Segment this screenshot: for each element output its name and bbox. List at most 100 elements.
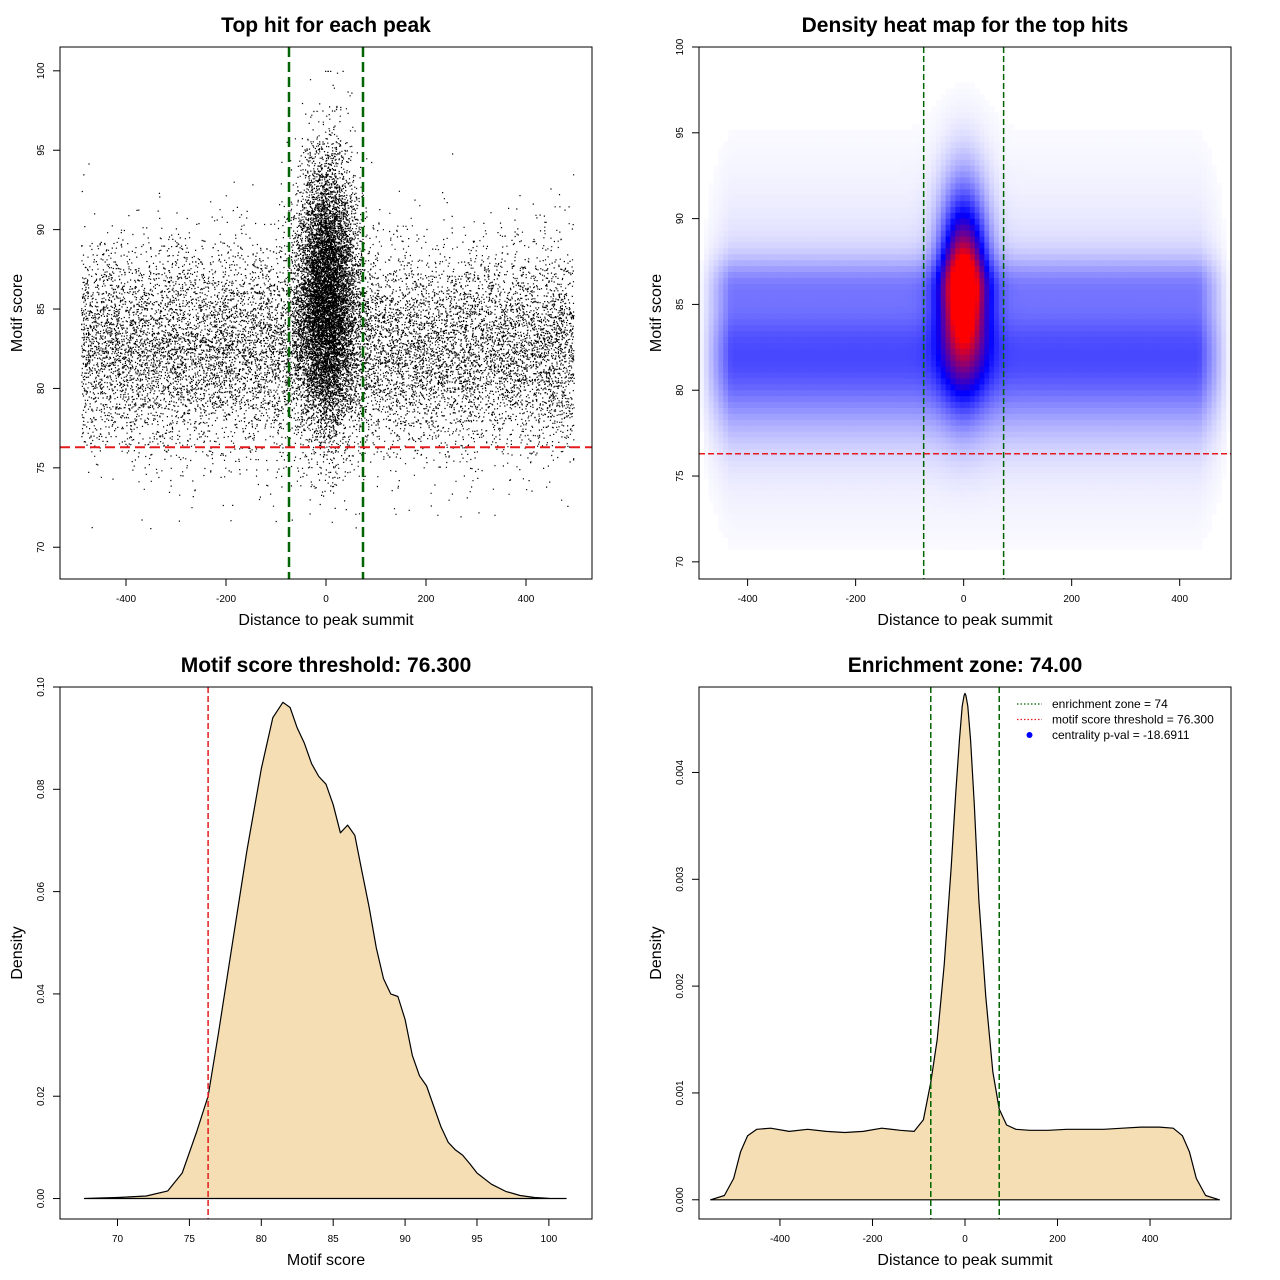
heatmap-cell <box>829 135 835 142</box>
heatmap-cell <box>868 437 874 444</box>
heatmap-cell <box>786 147 792 154</box>
heatmap-cell <box>858 389 864 397</box>
heatmap-cell <box>863 466 869 473</box>
heatmap-cell <box>994 159 1000 166</box>
heatmap-cell <box>858 301 864 308</box>
heatmap-cell <box>757 525 763 533</box>
heatmap-cell <box>800 425 806 432</box>
heatmap-cell <box>781 525 787 533</box>
heatmap-cell <box>771 543 777 550</box>
heatmap-cell <box>873 159 879 166</box>
heatmap-cell <box>795 212 801 219</box>
heatmap-cell <box>1023 466 1029 473</box>
heatmap-cell <box>795 318 801 326</box>
heatmap-cell <box>935 378 942 385</box>
heatmap-cell <box>810 236 816 243</box>
heatmap-cell <box>728 153 734 160</box>
heatmap-cell <box>819 437 826 444</box>
heatmap-cell <box>984 407 990 414</box>
heatmap-cell <box>984 437 990 444</box>
heatmap-cell <box>998 307 1005 314</box>
heatmap-cell <box>868 153 874 160</box>
heatmap-cell <box>979 448 985 456</box>
heatmap-cell <box>786 212 792 219</box>
heatmap-cell <box>940 271 947 278</box>
heatmap-cell <box>795 508 801 515</box>
heatmap-cell <box>877 513 884 521</box>
heatmap-cell <box>1013 531 1019 539</box>
heatmap-cell <box>911 437 918 444</box>
heatmap-cell <box>1018 230 1024 237</box>
heatmap-cell <box>887 171 893 178</box>
heatmap-cell <box>940 466 947 473</box>
heatmap-cell <box>728 283 734 290</box>
heatmap-cell <box>994 513 1000 521</box>
heatmap-cell <box>752 177 758 184</box>
heatmap-cell <box>824 419 830 426</box>
heatmap-cell <box>868 407 874 414</box>
heatmap-cell <box>1008 206 1014 213</box>
heatmap-cell <box>882 372 889 379</box>
heatmap-cell <box>732 407 739 414</box>
heatmap-cell <box>742 431 748 438</box>
heatmap-cell <box>747 490 753 497</box>
heatmap-cell <box>757 413 763 420</box>
heatmap-cell <box>844 366 850 373</box>
heatmap-cell <box>911 159 918 166</box>
heatmap-cell <box>757 348 763 355</box>
heatmap-cell <box>752 531 758 539</box>
heatmap-cell <box>1003 165 1009 172</box>
heatmap-cell <box>805 395 811 403</box>
heatmap-cell <box>863 330 869 338</box>
heatmap-cell <box>984 141 990 148</box>
heatmap-cell <box>776 372 782 379</box>
heatmap-cell <box>747 200 753 207</box>
heatmap-cell <box>1027 224 1034 231</box>
heatmap-cell <box>902 496 908 503</box>
heatmap-cell <box>781 307 787 314</box>
heatmap-cell <box>747 508 753 515</box>
heatmap-cell <box>955 94 961 101</box>
heatmap-cell <box>950 419 956 426</box>
heatmap-cell <box>776 401 782 408</box>
heatmap-cell <box>718 247 724 255</box>
heatmap-cell <box>747 413 753 420</box>
heatmap-cell <box>887 372 893 379</box>
heatmap-cell <box>989 277 995 284</box>
heatmap-cell <box>979 342 985 349</box>
heatmap-cell <box>969 271 976 278</box>
heatmap-cell <box>994 401 1000 408</box>
heatmap-cell <box>732 259 739 267</box>
heatmap-cell <box>969 372 976 379</box>
heatmap-cell <box>858 437 864 444</box>
heatmap-cell <box>931 147 937 154</box>
heatmap-cell <box>819 313 826 320</box>
heatmap-cell <box>858 283 864 290</box>
heatmap-cell <box>737 407 743 414</box>
heatmap-cell <box>926 395 932 403</box>
heatmap-cell <box>1032 443 1038 450</box>
heatmap-cell <box>989 490 995 497</box>
heatmap-cell <box>1013 478 1019 485</box>
heatmap-cell <box>1032 289 1038 296</box>
heatmap-cell <box>728 259 734 267</box>
heatmap-cell <box>757 372 763 379</box>
heatmap-cell <box>1018 537 1024 544</box>
y-tick-label: 70 <box>675 556 686 568</box>
heatmap-cell <box>897 513 903 521</box>
heatmap-cell <box>965 289 971 296</box>
heatmap-cell <box>757 324 763 332</box>
heatmap-cell <box>897 307 903 314</box>
heatmap-cell <box>713 478 719 485</box>
heatmap-cell <box>800 283 806 290</box>
heatmap-cell <box>747 543 753 550</box>
heatmap-cell <box>752 336 758 343</box>
heatmap-cell <box>911 218 918 225</box>
heatmap-cell <box>815 466 821 473</box>
heatmap-cell <box>737 342 743 349</box>
heatmap-cell <box>853 182 859 190</box>
heatmap-cell <box>882 283 889 290</box>
heatmap-cell <box>935 413 942 420</box>
heatmap-cell <box>723 242 729 249</box>
heatmap-cell <box>829 378 835 385</box>
